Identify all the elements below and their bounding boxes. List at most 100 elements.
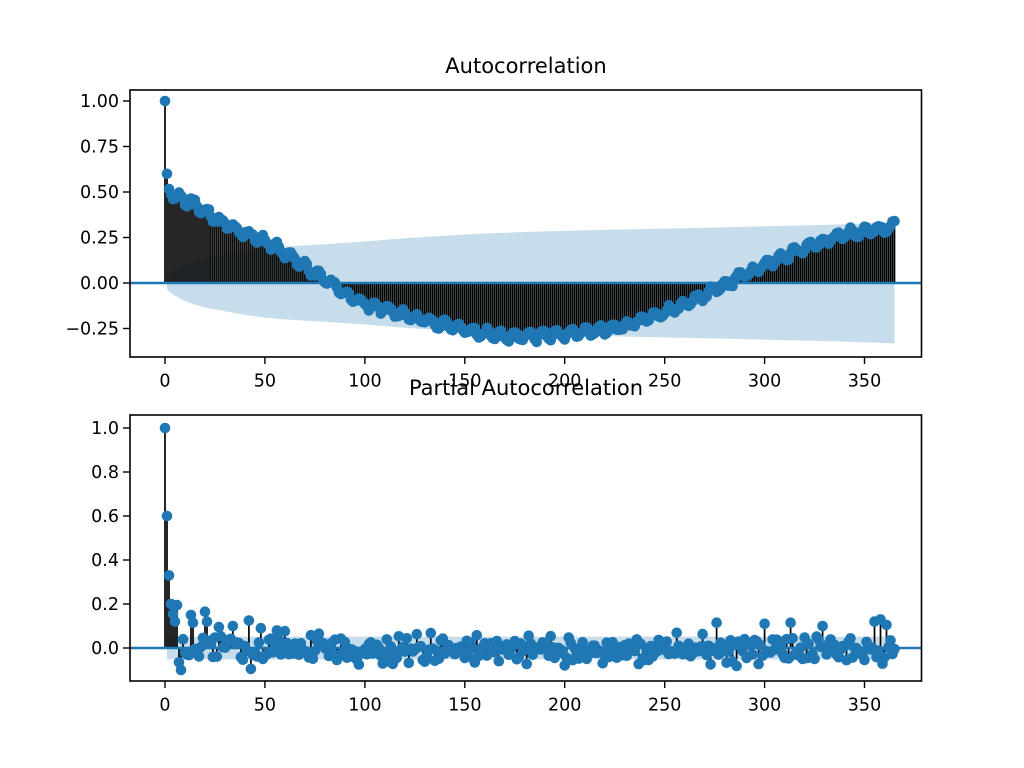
pacf-marker — [373, 642, 385, 653]
pacf-marker — [803, 638, 814, 650]
pacf-marker — [431, 645, 443, 656]
pacf-spines — [129, 414, 923, 682]
pacf-y-tick-label: 0.4 — [91, 551, 119, 571]
acf-spines — [129, 89, 923, 358]
pacf-x-tick-label: 300 — [748, 696, 781, 716]
pacf-marker — [211, 651, 223, 662]
acf-y-tick-label: 0.25 — [80, 229, 119, 249]
pacf-marker — [411, 628, 423, 640]
pacf-marker — [415, 640, 427, 652]
acf-subplot: 0 50 100 150 200 250 300 350 1.00 0.75 0.50 0.25 0.0… — [65, 89, 923, 392]
pacf-marker — [471, 630, 483, 641]
acf-marker — [161, 168, 173, 180]
pacf-marker — [881, 619, 892, 631]
pacf-marker — [795, 642, 806, 653]
pacf-marker — [753, 658, 764, 670]
pacf-marker — [425, 627, 437, 639]
acf-x-tick-label: 300 — [748, 372, 781, 392]
pacf-marker — [201, 616, 213, 627]
pacf-marker — [731, 660, 742, 672]
acf-y-tick-label: 0.50 — [80, 183, 119, 203]
pacf-marker — [245, 663, 257, 675]
pacf-marker — [199, 606, 211, 617]
pacf-marker — [607, 637, 618, 648]
pacf-marker — [759, 618, 770, 630]
acf-y-tick-label: 0.00 — [80, 274, 119, 294]
pacf-x-tick-label: 100 — [348, 696, 381, 716]
pacf-marker — [227, 620, 239, 632]
pacf-marker — [393, 631, 405, 642]
pacf-marker — [195, 641, 207, 653]
pacf-marker — [213, 621, 225, 633]
acf-x-tick-label: 150 — [448, 372, 481, 392]
pacf-marker — [159, 422, 171, 434]
acf-x-tick-label: 350 — [848, 372, 881, 392]
pacf-marker — [493, 655, 505, 667]
pacf-marker — [629, 645, 640, 657]
pacf-marker — [711, 617, 722, 628]
pacf-marker — [697, 628, 708, 640]
pacf-marker — [885, 635, 896, 646]
pacf-marker — [747, 649, 758, 660]
pacf-marker — [313, 628, 325, 639]
acf-marker — [889, 215, 900, 227]
pacf-x-tick-label: 50 — [254, 696, 276, 716]
pacf-x-tick-label: 150 — [448, 696, 481, 716]
pacf-x-tick-label: 250 — [648, 696, 681, 716]
pacf-marker — [175, 664, 187, 676]
pacf-y-tick-label: 0.8 — [91, 463, 119, 483]
pacf-marker — [171, 599, 183, 611]
pacf-marker — [353, 659, 365, 670]
pacf-marker — [169, 616, 181, 627]
pacf-marker — [187, 617, 199, 628]
acf-y-tick-label: −0.25 — [65, 320, 119, 340]
acf-x-tick-label: 0 — [159, 372, 170, 392]
pacf-marker — [271, 625, 283, 636]
pacf-y-tick-label: 0.6 — [91, 507, 119, 527]
acf-y-tick-label: 1.00 — [80, 92, 119, 112]
pacf-marker — [193, 651, 205, 662]
pacf-marker — [403, 657, 415, 669]
pacf-marker — [671, 627, 682, 639]
acf-x-tick-label: 250 — [648, 372, 681, 392]
pacf-subplot: 0 50 100 150 200 250 300 350 1.0 0.8 0.6 0.4 0.2 0.0 — [91, 414, 923, 716]
pacf-y-tick-label: 0.0 — [91, 639, 119, 659]
pacf-marker — [821, 649, 832, 660]
pacf-marker — [787, 633, 798, 644]
acf-x-tick-label: 50 — [254, 372, 276, 392]
pacf-marker — [845, 633, 856, 644]
pacf-marker — [701, 649, 712, 661]
pacf-marker — [237, 654, 249, 665]
acf-x-tick-label: 200 — [548, 372, 581, 392]
pacf-y-tick-label: 0.2 — [91, 595, 119, 615]
pacf-marker — [401, 633, 413, 644]
pacf-marker — [879, 652, 890, 663]
pacf-x-tick-label: 200 — [548, 696, 581, 716]
pacf-marker — [521, 658, 532, 670]
pacf-markers — [159, 422, 900, 676]
pacf-marker — [785, 617, 796, 628]
pacf-ticks: 0 50 100 150 200 250 300 350 1.0 0.8 0.6 0.4 0.2 0.0 — [91, 419, 881, 716]
pacf-marker — [161, 510, 173, 522]
acf-x-tick-label: 100 — [348, 372, 381, 392]
pacf-x-tick-label: 0 — [159, 696, 170, 716]
acf-markers — [159, 95, 900, 348]
pacf-marker — [705, 659, 716, 670]
pacf-marker — [163, 570, 175, 581]
acf-marker — [159, 95, 171, 107]
pacf-marker — [817, 620, 828, 632]
acf-ticks: 0 50 100 150 200 250 300 350 1.00 0.75 0.50 0.25 0.0… — [65, 92, 881, 392]
pacf-marker — [391, 652, 403, 664]
pacf-marker — [177, 633, 189, 645]
pacf-marker — [549, 652, 560, 664]
pacf-marker — [341, 652, 353, 663]
pacf-x-tick-label: 350 — [848, 696, 881, 716]
pacf-y-tick-label: 1.0 — [91, 419, 119, 439]
pacf-marker — [545, 630, 556, 642]
pacf-marker — [281, 637, 293, 649]
pacf-marker — [809, 653, 820, 665]
pacf-marker — [243, 615, 255, 626]
pacf-marker — [253, 637, 265, 648]
